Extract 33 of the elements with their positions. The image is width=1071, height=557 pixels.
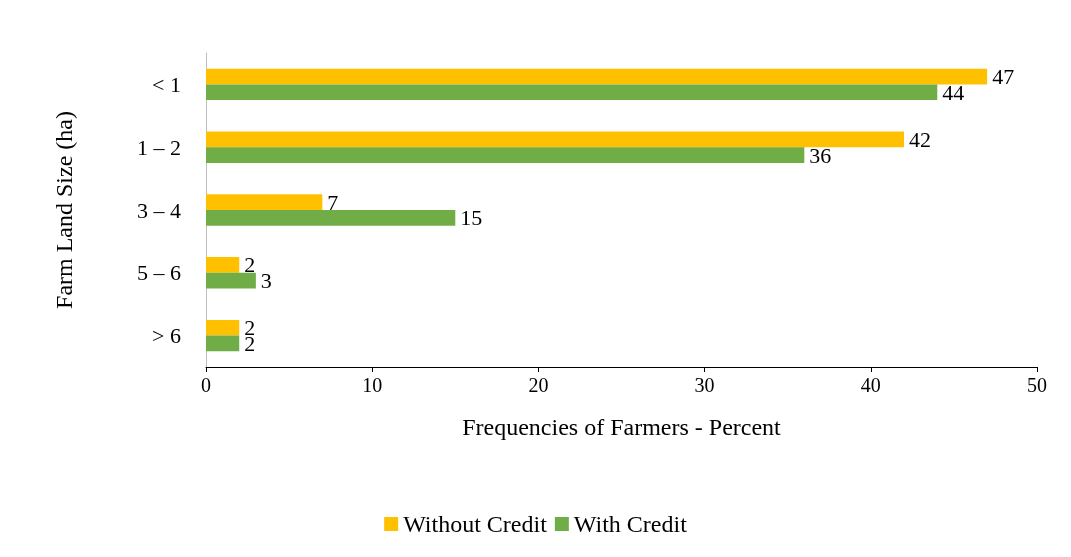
- bar: [206, 84, 938, 101]
- bar: [206, 272, 256, 289]
- x-tick-label: 10: [362, 374, 383, 396]
- data-label: 3: [260, 268, 272, 294]
- bar: [206, 131, 905, 148]
- x-tick-label: 20: [528, 374, 549, 396]
- bar: [206, 335, 240, 352]
- legend-label: Without Credit: [403, 511, 548, 537]
- x-tick-label: 30: [694, 374, 715, 396]
- bar: [206, 194, 323, 210]
- data-label: 15: [460, 205, 483, 231]
- x-tick-label: 50: [1027, 374, 1047, 396]
- x-axis-title: Frequencies of Farmers - Percent: [462, 414, 782, 440]
- x-tick-label: 0: [201, 374, 211, 396]
- y-tick-label: 1 – 2: [137, 134, 181, 160]
- data-label: 7: [327, 189, 339, 215]
- data-label: 36: [809, 142, 832, 168]
- legend-label: With Credit: [573, 511, 688, 537]
- bar: [206, 210, 456, 226]
- bar: [206, 257, 240, 273]
- data-label: 47: [992, 64, 1015, 90]
- data-label: 42: [909, 126, 932, 152]
- data-label: 2: [244, 252, 256, 278]
- y-tick-label: < 1: [152, 71, 181, 97]
- bar: [206, 147, 805, 163]
- bar: [206, 68, 988, 85]
- y-tick-label: 5 – 6: [137, 260, 181, 286]
- y-axis-title: Farm Land Size (ha): [51, 111, 77, 309]
- x-tick-label: 40: [860, 374, 881, 396]
- bar: [206, 319, 240, 336]
- data-label: 44: [942, 79, 965, 105]
- y-tick-label: > 6: [152, 323, 181, 349]
- y-tick-label: 3 – 4: [137, 197, 181, 223]
